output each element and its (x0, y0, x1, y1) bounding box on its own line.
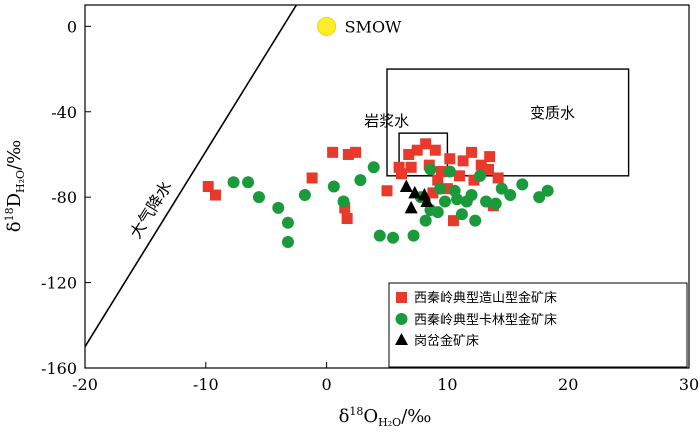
data-point-series-1 (443, 165, 456, 178)
data-point-series-0 (342, 148, 354, 160)
data-point-series-1 (438, 195, 451, 208)
data-point-series-0 (453, 170, 465, 182)
data-point-series-2 (399, 179, 413, 192)
data-point-series-1 (431, 206, 444, 219)
data-point-series-0 (441, 183, 453, 195)
data-point-series-0 (306, 172, 318, 184)
legend-label-gangcha: 岗岔金矿床 (414, 333, 479, 349)
data-point-series-0 (381, 185, 393, 197)
data-point-series-1 (373, 229, 386, 242)
data-point-series-0 (405, 161, 417, 173)
data-point-series-0 (420, 138, 432, 150)
data-point-series-0 (468, 174, 480, 186)
data-point-series-1 (281, 216, 294, 229)
data-point-series-0 (403, 148, 415, 160)
data-point-series-1 (327, 180, 340, 193)
data-point-series-0 (350, 146, 362, 158)
y-ticks: 0 -40 -80 -120 -160 (41, 17, 91, 378)
data-point-series-0 (435, 166, 447, 178)
x-tick-label: 20 (558, 375, 578, 394)
data-point-series-1 (419, 214, 432, 227)
data-point-series-1 (455, 208, 468, 221)
y-tick-label: -80 (51, 188, 77, 207)
data-point-series-1 (387, 231, 400, 244)
meteoric-water-line (85, 5, 298, 348)
data-point-series-0 (395, 168, 407, 180)
data-point-series-1 (495, 182, 508, 195)
x-tick-label: 0 (322, 375, 332, 394)
data-point-series-2 (404, 200, 418, 214)
data-point-series-0 (427, 187, 439, 199)
x-tick-label: 30 (679, 375, 699, 394)
x-tick-label: -20 (72, 375, 98, 394)
data-point-series-1 (516, 178, 529, 191)
metamorphic-water-box (386, 68, 630, 177)
data-point-series-2 (408, 185, 422, 199)
data-point-series-1 (337, 195, 350, 208)
data-point-series-1 (489, 197, 502, 210)
data-point-series-0 (411, 144, 423, 156)
data-point-series-1 (451, 193, 464, 206)
data-point-series-2 (420, 194, 434, 207)
y-tick-label: -160 (41, 359, 77, 378)
data-point-series-0 (466, 146, 478, 158)
data-point-series-1 (242, 176, 255, 189)
data-point-series-0 (444, 153, 456, 165)
y-tick-label: -120 (41, 274, 77, 293)
metamorphic-water-label: 变质水 (530, 104, 575, 122)
data-point-series-1 (298, 189, 311, 202)
data-point-series-0 (393, 161, 405, 173)
legend-label-carlin: 西秦岭典型卡林型金矿床 (414, 312, 557, 328)
legend-label-orogenic: 西秦岭典型造山型金矿床 (414, 290, 557, 306)
data-point-series-0 (341, 213, 353, 225)
data-point-series-0 (327, 146, 339, 158)
legend: 西秦岭典型造山型金矿床 西秦岭典型卡林型金矿床 岗岔金矿床 (388, 282, 688, 368)
data-point-series-0 (209, 189, 221, 201)
data-point-series-1 (541, 184, 554, 197)
data-point-series-1 (474, 169, 487, 182)
legend-marker-carlin (395, 313, 408, 325)
data-point-series-1 (227, 176, 240, 189)
data-point-series-0 (492, 172, 504, 184)
plot-frame (84, 4, 690, 369)
data-point-series-0 (482, 163, 494, 175)
data-point-series-0 (447, 215, 459, 227)
data-point-series-1 (272, 201, 285, 214)
data-point-series-0 (475, 159, 487, 171)
data-point-series-1 (424, 163, 437, 176)
x-ticks: -20 -10 0 10 20 30 (72, 362, 699, 394)
data-point-series-1 (504, 189, 517, 202)
data-point-series-1 (354, 174, 367, 187)
y-tick-label: 0 (67, 17, 77, 36)
data-point-series-0 (457, 155, 469, 167)
smow-label: SMOW (345, 17, 402, 36)
x-tick-label: -10 (193, 375, 219, 394)
data-point-series-1 (533, 191, 546, 204)
data-point-series-0 (432, 174, 444, 186)
legend-marker-gangcha (395, 333, 408, 345)
data-point-series-0 (484, 151, 496, 163)
data-point-series-0 (339, 202, 351, 214)
legend-box (388, 282, 688, 368)
legend-marker-orogenic (396, 292, 407, 303)
data-point-series-1 (367, 161, 380, 174)
x-tick-label: 10 (437, 375, 457, 394)
points-layer (202, 138, 554, 249)
y-tick-label: -40 (51, 103, 77, 122)
data-point-series-1 (469, 214, 482, 227)
magmatic-water-label: 岩浆水 (364, 112, 409, 130)
y-axis-title: δ18DH₂O/‰ (3, 140, 27, 233)
x-axis-title: δ18OH₂O/‰ (339, 405, 432, 429)
data-point-series-1 (465, 189, 478, 202)
data-point-series-0 (202, 181, 214, 192)
data-point-series-1 (281, 236, 294, 249)
data-point-series-1 (407, 229, 420, 242)
data-point-series-1 (434, 182, 447, 195)
data-point-series-0 (429, 144, 441, 156)
smow-marker (317, 16, 337, 36)
data-point-series-1 (480, 195, 493, 208)
meteoric-line-label: 大气降水 (126, 177, 176, 241)
data-point-series-1 (252, 191, 265, 204)
